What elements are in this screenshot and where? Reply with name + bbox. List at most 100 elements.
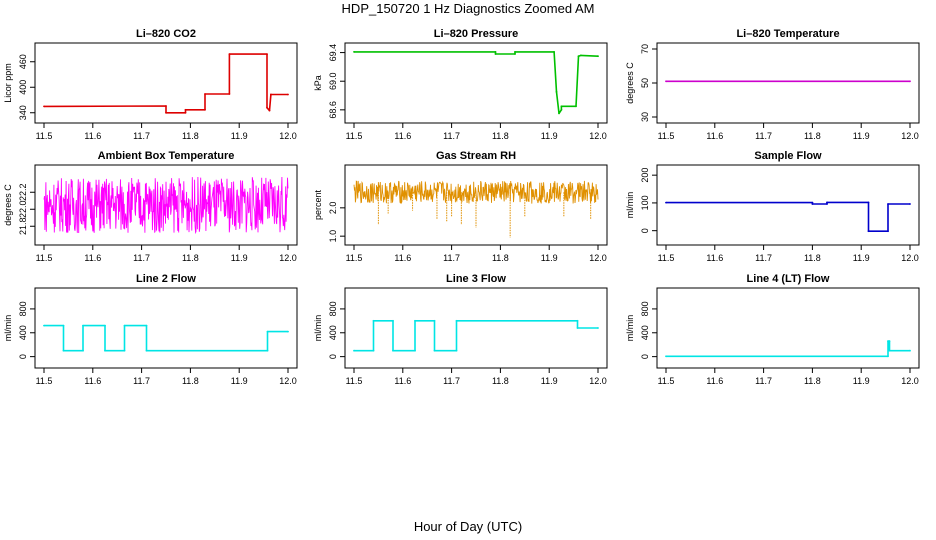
x-tick-label: 12.0 — [901, 131, 919, 141]
data-point — [62, 349, 65, 352]
x-axis-label: Hour of Day (UTC) — [414, 519, 522, 534]
x-tick-label: 12.0 — [589, 131, 607, 141]
panel-title-line3: Line 3 Flow — [446, 273, 506, 285]
y-tick-label: 200 — [640, 168, 650, 183]
x-tick-label: 11.5 — [36, 253, 53, 263]
x-tick-label: 11.5 — [658, 131, 675, 141]
x-tick-label: 11.7 — [133, 131, 150, 141]
data-point — [392, 319, 394, 322]
x-tick-label: 11.6 — [706, 376, 723, 386]
panel-title-line2: Line 2 Flow — [136, 273, 196, 285]
panel-ambient: Ambient Box Temperature degrees C 21.822.0… — [3, 150, 298, 263]
data-point — [204, 108, 206, 111]
x-tick-label: 11.7 — [443, 253, 460, 263]
x-tick-label: 11.5 — [658, 376, 675, 386]
x-tick-label: 11.7 — [133, 253, 150, 263]
y-tick-label: 22.2 — [18, 183, 28, 201]
y-tick-label: 400 — [640, 325, 650, 340]
x-tick-label: 11.8 — [804, 253, 821, 263]
x-tick-label: 11.5 — [36, 376, 53, 386]
data-point — [228, 53, 231, 55]
data-point — [266, 330, 269, 333]
x-tick-label: 11.9 — [853, 131, 870, 141]
panel-title-temperature: Li–820 Temperature — [736, 28, 839, 40]
data-point — [204, 93, 206, 95]
x-tick-label: 11.5 — [658, 253, 675, 263]
data-point — [414, 319, 416, 322]
x-tick-label: 11.9 — [231, 376, 248, 386]
x-tick-label: 11.6 — [84, 131, 101, 141]
data-point — [104, 324, 106, 327]
x-tick-label: 11.6 — [706, 253, 723, 263]
plot-frame — [344, 42, 608, 124]
data-point — [576, 327, 579, 329]
series-line-line-4 — [666, 340, 910, 358]
x-tick-label: 11.8 — [492, 376, 509, 386]
data-point — [553, 51, 555, 53]
panel-pressure: Li–820 Pressure kPa 68.6 69.0 69.4 11.5 11.6 11… — [313, 28, 608, 141]
data-point — [560, 105, 563, 108]
x-tick-label: 12.0 — [279, 253, 297, 263]
x-tick-label: 11.5 — [346, 253, 363, 263]
data-point — [82, 324, 84, 327]
panel-title-ambient: Ambient Box Temperature — [98, 150, 235, 162]
y-tick-label: 460 — [18, 54, 28, 69]
x-tick-label: 11.9 — [853, 376, 870, 386]
x-tick-label: 11.6 — [84, 376, 101, 386]
series-line-line-3 — [354, 320, 598, 352]
panel-co2: Li–820 CO2 Licor ppm 340 400 460 11.5 11.6 11.7… — [3, 28, 298, 141]
data-point — [887, 230, 889, 233]
y-tick-label: 0 — [640, 354, 650, 359]
y-tick-label: 400 — [18, 325, 28, 340]
data-point — [268, 109, 271, 112]
y-tick-label: 69.4 — [328, 44, 338, 62]
x-tick-label: 11.9 — [231, 253, 248, 263]
data-point — [887, 340, 889, 342]
data-point — [372, 349, 375, 352]
panel-title-pressure: Li–820 Pressure — [434, 28, 518, 40]
x-tick-label: 11.5 — [346, 131, 363, 141]
panels-grid: Li–820 CO2 Licor ppm 340 400 460 11.5 11.6 11.7… — [3, 28, 920, 386]
data-point — [826, 201, 828, 204]
panel-rh: Gas Stream RH percent 1.0 2.0 11.5 11.6 11.7 11… — [313, 150, 608, 263]
x-tick-label: 11.7 — [443, 131, 460, 141]
data-point — [597, 55, 599, 58]
y-tick-label: 30 — [640, 112, 650, 122]
data-point — [514, 53, 516, 55]
data-point — [353, 349, 355, 352]
x-tick-label: 11.8 — [182, 253, 199, 263]
panel-line2: Line 2 Flow ml/min 0 400 800 11.5 11.6 11.7 11.8… — [3, 273, 298, 386]
y-tick-label: 0 — [640, 228, 650, 233]
series-line-co2 — [43, 53, 288, 114]
y-axis-label: kPa — [313, 75, 323, 91]
data-point — [43, 105, 45, 108]
figure-title: HDP_150720 1 Hz Diagnostics Zoomed AM — [342, 1, 595, 16]
series-line-pressure — [354, 51, 599, 115]
x-tick-label: 11.9 — [231, 131, 248, 141]
y-axis-label: ml/min — [625, 192, 635, 219]
y-axis-label: Licor ppm — [3, 63, 13, 103]
data-point — [665, 355, 667, 358]
data-point — [145, 324, 148, 327]
data-point — [811, 201, 814, 204]
data-point — [123, 324, 126, 327]
plot-frame — [344, 287, 608, 369]
x-tick-label: 12.0 — [901, 376, 919, 386]
data-point — [372, 319, 375, 322]
series-line-line-2 — [44, 324, 288, 352]
y-axis-label: percent — [313, 189, 323, 220]
data-point — [560, 108, 563, 111]
data-point — [165, 111, 167, 114]
y-tick-label: 800 — [328, 301, 338, 316]
data-point — [867, 201, 870, 204]
data-point — [887, 355, 889, 358]
y-tick-label: 2.0 — [328, 202, 338, 215]
data-point — [184, 108, 187, 111]
x-tick-label: 11.8 — [492, 131, 509, 141]
x-tick-label: 11.8 — [492, 253, 509, 263]
panel-line4: Line 4 (LT) Flow ml/min 0 400 800 11.5 11.6 11.… — [625, 273, 920, 386]
data-point — [811, 203, 814, 205]
data-point — [494, 51, 497, 53]
plot-frame — [656, 287, 920, 369]
data-point — [514, 51, 516, 53]
